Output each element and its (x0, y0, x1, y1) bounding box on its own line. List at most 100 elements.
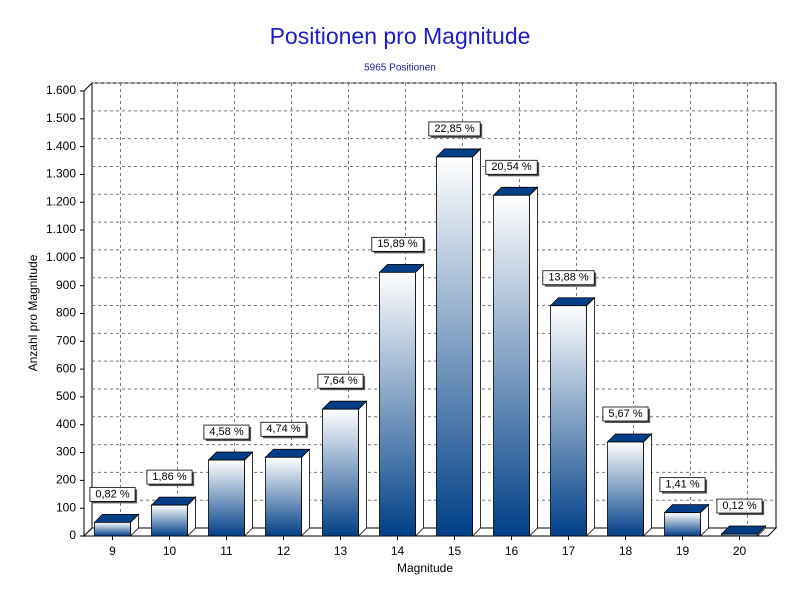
bar-side (472, 147, 481, 537)
bar (94, 521, 131, 537)
bar-group (93, 513, 140, 537)
label-box (203, 424, 250, 440)
data-label: 13,88 % (548, 272, 589, 284)
bar-side (301, 448, 310, 537)
bar-top (492, 186, 539, 196)
bar-group (663, 503, 710, 537)
label-box (659, 477, 706, 493)
bar-side (415, 263, 424, 537)
data-label: 1,41 % (665, 479, 699, 491)
x-tick-label: 18 (619, 544, 633, 558)
y-tick-label: 400 (56, 417, 76, 431)
bar-top (264, 448, 311, 458)
bar (379, 271, 416, 537)
bar-top (93, 513, 140, 523)
bar-side (643, 433, 652, 537)
label-box (602, 406, 649, 422)
bar-side (244, 451, 253, 537)
x-axis-label: Magnitude (397, 561, 453, 575)
label-box (260, 421, 307, 437)
data-label: 4,74 % (266, 423, 300, 435)
bar (322, 408, 359, 537)
y-tick-label: 1.100 (46, 222, 76, 236)
bar-group (492, 186, 539, 537)
data-label: 0,82 % (95, 488, 129, 500)
x-tick-label: 13 (334, 544, 348, 558)
y-tick-label: 0 (69, 528, 76, 542)
bar (436, 156, 473, 537)
bar (664, 512, 701, 537)
bar (151, 504, 188, 537)
y-tick-label: 500 (56, 389, 76, 403)
bar-group (435, 147, 482, 537)
y-tick-label: 600 (56, 361, 76, 375)
label-box (542, 270, 595, 286)
x-tick-label: 16 (505, 544, 519, 558)
bar (721, 533, 758, 537)
bar (208, 459, 245, 537)
bar-group (321, 400, 368, 537)
bar-group (150, 496, 197, 537)
label-box (485, 159, 538, 175)
y-axis-label: Anzahl pro Magnitude (26, 254, 40, 371)
x-tick-label: 12 (277, 544, 291, 558)
chart-title: Positionen pro Magnitude (270, 23, 531, 49)
bar-top (207, 451, 254, 461)
x-tick-label: 19 (676, 544, 690, 558)
bar-top (435, 148, 482, 158)
y-tick-label: 1.600 (46, 83, 76, 97)
bar-top (606, 433, 653, 443)
data-label: 0,12 % (722, 500, 756, 512)
label-box (146, 469, 193, 485)
x-tick-label: 17 (562, 544, 576, 558)
y-tick-label: 1.400 (46, 139, 76, 153)
y-tick-label: 1.500 (46, 111, 76, 125)
label-box (89, 486, 136, 502)
chart-subtitle: 5965 Positionen (364, 63, 436, 74)
bar-side (586, 296, 595, 537)
label-box (317, 373, 364, 389)
y-tick-label: 1.000 (46, 250, 76, 264)
y-tick-label: 1.200 (46, 194, 76, 208)
bar-group (378, 263, 425, 537)
x-tick-label: 20 (733, 544, 747, 558)
y-tick-label: 800 (56, 306, 76, 320)
plot-side (83, 81, 93, 538)
data-label: 20,54 % (491, 161, 532, 173)
bar-top (720, 525, 767, 535)
bar-group (264, 448, 311, 537)
y-tick-label: 100 (56, 500, 76, 514)
y-tick-label: 300 (56, 445, 76, 459)
y-tick-label: 200 (56, 473, 76, 487)
bar (607, 441, 644, 537)
label-box (716, 498, 763, 514)
data-label: 15,89 % (377, 238, 418, 250)
label-box (371, 236, 424, 252)
x-tick-label: 11 (220, 544, 233, 558)
x-tick-label: 10 (163, 544, 177, 558)
bar-group (606, 433, 653, 537)
bar (265, 456, 302, 537)
bar-group (549, 296, 596, 537)
y-tick-label: 700 (56, 333, 76, 347)
x-tick-label: 15 (448, 544, 462, 558)
label-box (428, 121, 481, 137)
y-tick-label: 900 (56, 278, 76, 292)
data-label: 7,64 % (323, 375, 357, 387)
bar-top (150, 496, 197, 506)
bar-top (378, 263, 425, 273)
bar-group (720, 525, 767, 537)
data-label: 1,86 % (152, 471, 186, 483)
bar-side (358, 400, 367, 537)
bar (550, 305, 587, 537)
bar (493, 194, 530, 537)
bar-top (663, 504, 710, 514)
data-label: 5,67 % (608, 408, 642, 420)
data-label: 22,85 % (434, 123, 475, 135)
bar-group (207, 451, 254, 537)
bar-top (321, 400, 368, 410)
bar-top (549, 297, 596, 307)
x-tick-label: 9 (109, 544, 116, 558)
bar-side (529, 186, 538, 537)
